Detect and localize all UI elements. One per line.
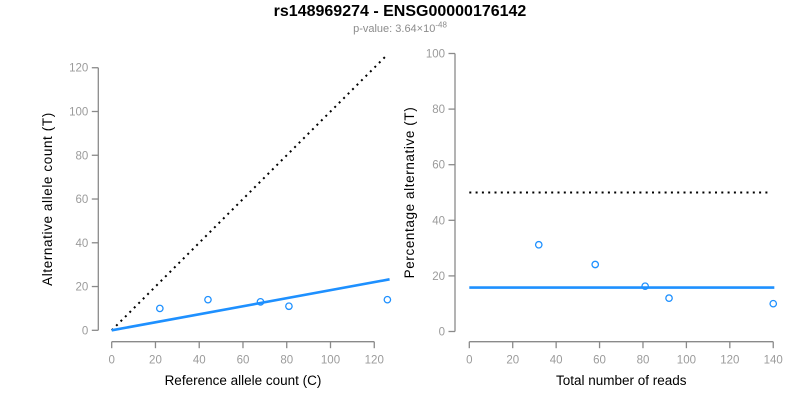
x-tick-label: 0 [466, 355, 472, 367]
x-tick-label: 0 [108, 355, 114, 367]
x-tick-label: 140 [764, 355, 783, 367]
y-tick-label: 80 [432, 104, 445, 116]
identity-line [110, 53, 389, 332]
y-tick-label: 60 [76, 194, 89, 206]
x-tick-label: 20 [506, 355, 519, 367]
allele-counts-panel: 0 20 40 60 80 100 120 0 20 40 60 80 100 120 Reference … [40, 53, 392, 388]
y-axis-label: Alternative allele count (T) [40, 112, 55, 286]
x-tick-label: 20 [149, 355, 162, 367]
fit-line [111, 278, 390, 332]
x-tick-label: 100 [677, 355, 696, 367]
y-tick-label: 20 [432, 271, 445, 283]
x-tick-label: 100 [321, 355, 340, 367]
y-tick-label: 40 [76, 238, 89, 250]
y-tick-label: 40 [432, 215, 445, 227]
data-point [591, 260, 600, 269]
p-value-text: p-value: 3.64×10 [353, 23, 436, 35]
y-tick-label: 100 [426, 49, 445, 61]
y-tick-label: 80 [76, 150, 89, 162]
y-tick-label: 0 [82, 325, 88, 337]
data-point [285, 302, 293, 311]
y-tick-label: 60 [432, 160, 445, 172]
x-axis-label: Reference allele count (C) [165, 373, 322, 388]
y-tick-label: 20 [76, 282, 89, 294]
x-axis-label: Total number of reads [556, 373, 687, 388]
data-point [155, 304, 164, 313]
x-tick-label: 120 [720, 355, 739, 367]
x-tick-label: 60 [593, 355, 606, 367]
figure-title: rs148969274 - ENSG00000176142 [273, 3, 527, 20]
y-axis-label: Percentage alternative (T) [402, 107, 417, 279]
figure-subtitle: p-value: 3.64×10-48 [0, 20, 800, 35]
y-tick-label: 100 [69, 107, 88, 119]
data-point [769, 299, 778, 308]
data-point [641, 282, 650, 291]
x-tick-label: 40 [550, 355, 563, 367]
data-point [256, 298, 265, 306]
x-tick-label: 80 [637, 355, 650, 367]
data-point [534, 240, 543, 249]
y-tick-label: 120 [69, 63, 88, 75]
x-tick-label: 120 [365, 355, 384, 367]
data-point [383, 295, 392, 304]
x-tick-label: 80 [280, 355, 293, 367]
y-tick-label: 0 [439, 327, 445, 339]
percentage-alternative-panel: 0 20 40 60 80 100 120 140 0 20 40 60 80 100 Total numb… [402, 49, 783, 389]
data-point [665, 294, 673, 302]
data-point [204, 295, 212, 304]
p-value-exponent: -48 [435, 20, 447, 30]
x-tick-label: 40 [193, 355, 206, 367]
x-tick-label: 60 [237, 355, 250, 367]
